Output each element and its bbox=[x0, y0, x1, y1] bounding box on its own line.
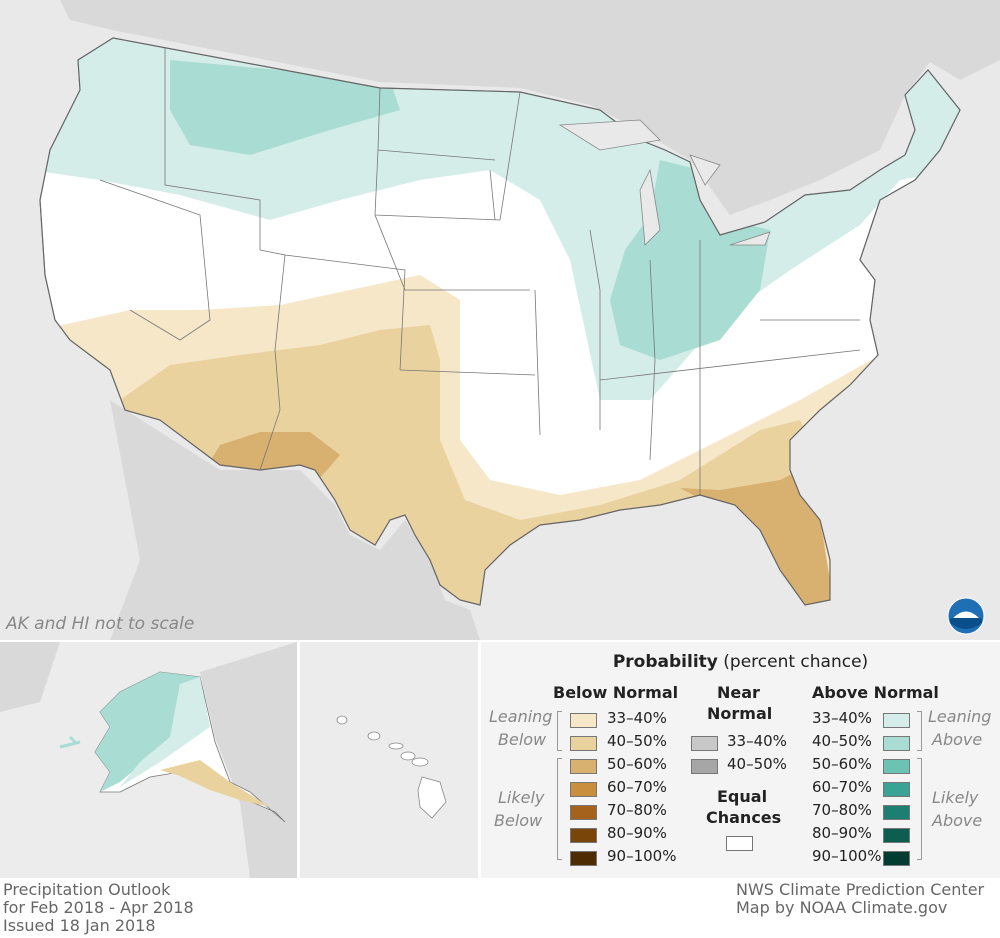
canada-land-ak bbox=[200, 642, 297, 878]
legend-swatch bbox=[883, 736, 910, 751]
bracket-leaning-above bbox=[917, 711, 922, 751]
legend-value-label: 40–50% bbox=[607, 732, 667, 750]
legend-swatch bbox=[883, 759, 910, 774]
legend-value-label: 50–60% bbox=[607, 755, 667, 773]
great-lakes bbox=[558, 119, 771, 246]
likely-below-1: Likely bbox=[498, 788, 545, 807]
legend-value-label: 40–50% bbox=[727, 755, 787, 773]
legend-swatch bbox=[570, 805, 597, 820]
footer-credit-map: Map by NOAA Climate.gov bbox=[736, 898, 948, 917]
legend-value-label: 80–90% bbox=[812, 824, 872, 842]
aleutians bbox=[59, 735, 81, 749]
above-40-montana bbox=[170, 60, 400, 155]
equal-chances-2: Chances bbox=[706, 808, 782, 827]
legend-swatch bbox=[570, 782, 597, 797]
canada-land bbox=[60, 0, 1000, 215]
legend-value-label: 80–90% bbox=[607, 824, 667, 842]
footer-issued: Issued 18 Jan 2018 bbox=[3, 916, 156, 935]
legend-value-label: 90–100% bbox=[812, 847, 882, 865]
legend-title: Probability (percent chance) bbox=[481, 652, 1000, 672]
legend-swatch bbox=[570, 736, 597, 751]
legend-value-label: 40–50% bbox=[812, 732, 872, 750]
legend-swatch bbox=[570, 759, 597, 774]
svg-text:NOAA: NOAA bbox=[956, 606, 976, 613]
russia-land bbox=[0, 642, 60, 712]
equal-chances-swatch bbox=[726, 836, 753, 851]
scale-note: AK and HI not to scale bbox=[6, 614, 195, 634]
legend-swatch bbox=[883, 782, 910, 797]
mexico-land bbox=[110, 400, 480, 640]
footer-title: Precipitation Outlook bbox=[3, 880, 171, 899]
hawaii-inset bbox=[300, 642, 478, 878]
legend-value-label: 33–40% bbox=[727, 732, 787, 750]
legend-value-label: 70–80% bbox=[812, 801, 872, 819]
hawaii-islands bbox=[336, 715, 447, 819]
conus-map: AK and HI not to scale NOAA bbox=[0, 0, 1000, 640]
legend-swatch bbox=[570, 828, 597, 843]
legend-swatch bbox=[691, 736, 718, 751]
legend-swatch bbox=[883, 851, 910, 866]
alaska-above-light bbox=[120, 677, 210, 787]
footer-period: for Feb 2018 - Apr 2018 bbox=[3, 898, 194, 917]
footer-right: NWS Climate Prediction Center Map by NOA… bbox=[736, 881, 984, 917]
legend-swatch bbox=[883, 713, 910, 728]
legend-swatch bbox=[570, 851, 597, 866]
likely-above-1: Likely bbox=[932, 788, 979, 807]
above-40-michigan bbox=[610, 160, 770, 360]
bracket-likely-above bbox=[917, 758, 922, 860]
legend-value-label: 60–70% bbox=[812, 778, 872, 796]
equal-chances-1: Equal bbox=[717, 787, 768, 806]
alaska-inset bbox=[0, 642, 297, 878]
leaning-above-1: Leaning bbox=[928, 707, 992, 726]
legend: Probability (percent chance) Below Norma… bbox=[481, 642, 1000, 878]
legend-value-label: 90–100% bbox=[607, 847, 677, 865]
legend-swatch bbox=[883, 805, 910, 820]
below-50-florida bbox=[680, 470, 840, 605]
footer-credit-cpc: NWS Climate Prediction Center bbox=[736, 880, 985, 899]
footer-left: Precipitation Outlook for Feb 2018 - Apr… bbox=[3, 881, 194, 935]
legend-title-bold: Probability bbox=[612, 652, 718, 672]
likely-below-2: Below bbox=[494, 811, 543, 830]
legend-value-label: 60–70% bbox=[607, 778, 667, 796]
leaning-above-2: Above bbox=[932, 730, 983, 749]
state-borders bbox=[99, 40, 861, 495]
leaning-below-2: Below bbox=[498, 730, 547, 749]
legend-swatch bbox=[691, 759, 718, 774]
likely-above-2: Above bbox=[932, 811, 983, 830]
below-normal-header: Below Normal bbox=[553, 683, 679, 702]
legend-swatch bbox=[883, 828, 910, 843]
legend-value-label: 33–40% bbox=[607, 709, 667, 727]
legend-title-rest: (percent chance) bbox=[723, 652, 869, 672]
near-normal-header-1: Near bbox=[717, 683, 760, 702]
above-normal-header: Above Normal bbox=[812, 683, 939, 702]
legend-value-label: 50–60% bbox=[812, 755, 872, 773]
legend-swatch bbox=[570, 713, 597, 728]
bracket-likely-below bbox=[557, 758, 562, 860]
legend-value-label: 33–40% bbox=[812, 709, 872, 727]
legend-value-label: 70–80% bbox=[607, 801, 667, 819]
alaska-below bbox=[160, 760, 270, 807]
noaa-logo: NOAA bbox=[947, 597, 985, 635]
bracket-leaning-below bbox=[557, 711, 562, 751]
near-normal-header-2: Normal bbox=[707, 704, 773, 723]
leaning-below-1: Leaning bbox=[489, 707, 553, 726]
